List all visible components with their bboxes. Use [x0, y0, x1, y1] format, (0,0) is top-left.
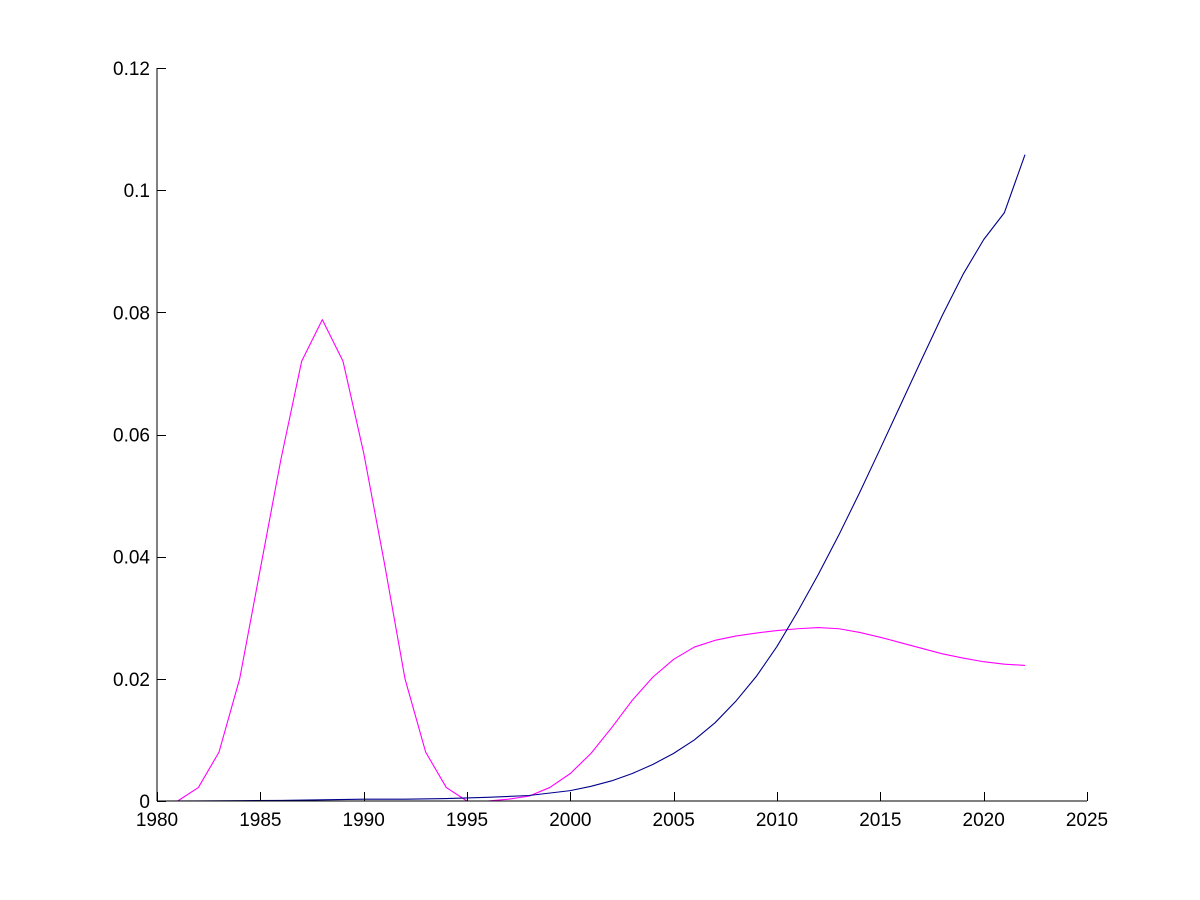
ticks-layer: 1980 1985 1990 1995 2000 2005 2010 2015 2020 2025…: [113, 59, 1108, 831]
y-tick-label: 0.06: [113, 426, 150, 447]
x-tick-label: 2010: [756, 810, 798, 831]
series-layer: [156, 154, 1026, 802]
x-tick-label: 2005: [653, 810, 695, 831]
y-tick-label: 0.04: [113, 548, 150, 569]
x-tick-label: 2000: [549, 810, 591, 831]
y-tick-label: 0.02: [113, 670, 150, 691]
x-tick-label: 1990: [343, 810, 385, 831]
x-tick-label: 2020: [963, 810, 1005, 831]
series-line-1: [157, 319, 1026, 802]
x-tick-label: 1995: [446, 810, 488, 831]
x-tick-label: 1985: [239, 810, 281, 831]
x-tick-label: 1980: [136, 810, 178, 831]
y-tick-label: 0.08: [113, 303, 150, 324]
series-line-2: [156, 154, 1026, 802]
axes-layer: [156, 68, 1087, 802]
y-tick-label: 0: [139, 792, 150, 813]
y-tick-label: 0.12: [113, 59, 150, 80]
x-tick-label: 2015: [859, 810, 901, 831]
x-tick-label: 2025: [1066, 810, 1108, 831]
y-tick-label: 0.1: [124, 181, 150, 202]
